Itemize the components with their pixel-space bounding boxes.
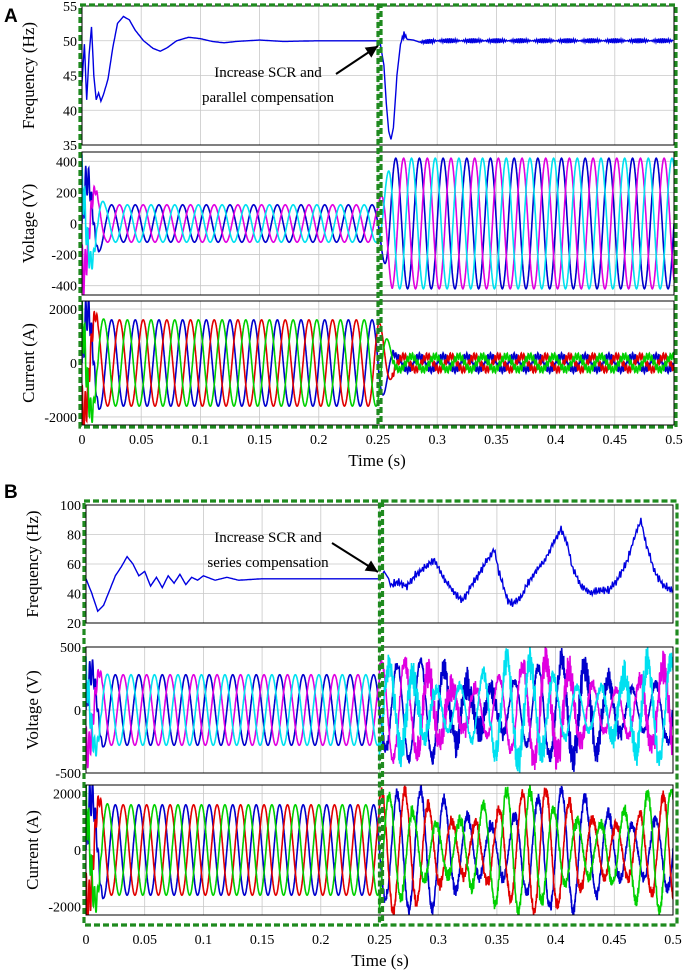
annotation-line-2: series compensation [207, 555, 329, 571]
x-tick-label: 0.15 [247, 433, 272, 448]
y-axis-label: Frequency (Hz) [19, 22, 38, 129]
x-tick-label: 0.4 [547, 433, 565, 448]
y-tick-label: 0 [74, 844, 81, 859]
x-tick-label: 0.25 [366, 433, 391, 448]
region-before-event [82, 499, 382, 927]
y-tick-label: 50 [63, 35, 77, 50]
x-tick-label: 0.5 [664, 933, 682, 948]
y-tick-label: -200 [51, 249, 77, 264]
panel-label: B [4, 482, 18, 503]
y-tick-label: 500 [60, 641, 81, 656]
line-frequency [86, 517, 673, 613]
annotation-line-1: Increase SCR and [214, 530, 322, 546]
x-tick-label: 0.05 [129, 433, 154, 448]
y-tick-label: -500 [55, 767, 81, 782]
annotation-arrow-head [364, 560, 378, 572]
region-before-event [78, 3, 380, 429]
y-tick-label: 80 [67, 529, 81, 544]
y-tick-label: 0 [70, 218, 77, 233]
x-tick-label: 0.35 [484, 433, 509, 448]
y-axis-label: Frequency (Hz) [23, 510, 42, 617]
x-tick-label: 0 [83, 933, 90, 948]
y-tick-label: -400 [51, 280, 77, 295]
x-tick-label: 0.5 [665, 433, 683, 448]
series-group [86, 517, 673, 613]
subplot-frequency: 55 50 45 40 35 Frequency (Hz) [19, 0, 675, 154]
x-tick-label: 0.1 [192, 433, 210, 448]
y-tick-label: 2000 [53, 787, 81, 802]
x-tick-label: 0.25 [367, 933, 392, 948]
x-tick-label: 0.35 [485, 933, 510, 948]
y-tick-label: 400 [56, 155, 77, 170]
y-tick-label: -2000 [48, 901, 81, 916]
region-after-event [379, 3, 678, 429]
subplot-voltage: 400 200 0 -200 -400 Voltage (V) [19, 151, 675, 296]
x-tick-label: 0.3 [429, 933, 447, 948]
x-axis-label: Time (s) [351, 951, 408, 970]
annotation-line-1: Increase SCR and [214, 65, 322, 81]
y-tick-label: -2000 [44, 411, 77, 426]
y-tick-label: 40 [67, 588, 81, 603]
annotation-arrow-head [364, 46, 378, 58]
y-tick-label: 100 [60, 499, 81, 514]
panel-b: B 100 80 60 40 20 Frequency (Hz) 500 0 -500 Voltag… [4, 482, 682, 970]
series-group [86, 647, 673, 773]
y-axis-label: Voltage (V) [23, 670, 42, 749]
subplot-current: 2000 0 -2000 Current (A) [23, 784, 674, 916]
y-axis-label: Current (A) [19, 323, 38, 403]
x-tick-label: 0.2 [310, 433, 328, 448]
x-axis-label: Time (s) [348, 451, 405, 470]
x-tick-label: 0.2 [312, 933, 330, 948]
y-axis-label: Current (A) [23, 810, 42, 890]
subplot-current: 2000 0 -2000 Current (A) [19, 300, 675, 426]
x-tick-label: 0.3 [428, 433, 446, 448]
y-tick-label: 40 [63, 104, 77, 119]
y-tick-label: 2000 [49, 303, 77, 318]
annotation-line-2: parallel compensation [202, 90, 335, 106]
line-phase-c [86, 647, 673, 773]
x-tick-label: 0 [79, 433, 86, 448]
region-after-event [380, 499, 679, 927]
line-phase-a [82, 301, 674, 410]
x-tick-label: 0.45 [602, 933, 627, 948]
x-tick-label: 0.1 [195, 933, 213, 948]
x-tick-label: 0.05 [132, 933, 157, 948]
y-tick-label: 200 [56, 186, 77, 201]
x-tick-label: 0.15 [250, 933, 275, 948]
y-tick-label: 55 [63, 0, 77, 15]
y-tick-label: 45 [63, 70, 77, 85]
y-axis-label: Voltage (V) [19, 184, 38, 263]
panel-label: A [4, 6, 18, 27]
y-tick-label: 20 [67, 617, 81, 632]
y-tick-label: 0 [74, 704, 81, 719]
line-phase-b [82, 310, 674, 425]
x-tick-label: 0.4 [547, 933, 565, 948]
subplot-voltage: 500 0 -500 Voltage (V) [23, 641, 674, 782]
x-tick-label: 0.45 [603, 433, 628, 448]
y-tick-label: 0 [70, 357, 77, 372]
y-tick-label: 35 [63, 139, 77, 154]
subplot-frequency: 100 80 60 40 20 Frequency (Hz) [23, 499, 674, 632]
series-group [86, 785, 673, 915]
y-tick-label: 60 [67, 558, 81, 573]
